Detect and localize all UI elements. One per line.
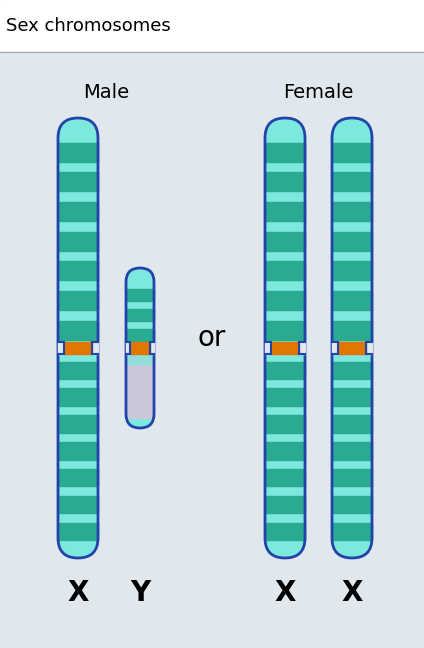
Bar: [58, 362, 98, 379]
Bar: [58, 202, 98, 221]
Bar: [130, 342, 150, 354]
FancyBboxPatch shape: [58, 118, 98, 558]
Text: Female: Female: [283, 82, 353, 102]
Bar: [126, 329, 154, 341]
Polygon shape: [92, 342, 98, 354]
Polygon shape: [150, 342, 154, 354]
Bar: [265, 261, 305, 281]
Bar: [126, 309, 154, 321]
Bar: [265, 415, 305, 433]
Bar: [332, 469, 372, 487]
Bar: [58, 321, 98, 340]
Bar: [126, 352, 154, 364]
Polygon shape: [58, 342, 64, 354]
Bar: [265, 442, 305, 459]
Bar: [332, 523, 372, 540]
Bar: [58, 415, 98, 433]
Bar: [265, 172, 305, 191]
Bar: [0, 0, 424, 52]
Polygon shape: [332, 342, 338, 354]
Bar: [332, 389, 372, 406]
Polygon shape: [299, 342, 305, 354]
Bar: [332, 321, 372, 340]
Bar: [126, 352, 154, 418]
Bar: [58, 261, 98, 281]
Bar: [332, 231, 372, 251]
Polygon shape: [366, 342, 372, 354]
Bar: [58, 523, 98, 540]
Bar: [332, 362, 372, 379]
Bar: [64, 342, 92, 354]
Text: Sex chromosomes: Sex chromosomes: [6, 17, 171, 35]
Bar: [265, 469, 305, 487]
FancyBboxPatch shape: [332, 118, 372, 558]
Text: or: or: [198, 324, 226, 352]
Text: X: X: [67, 579, 89, 607]
Bar: [58, 442, 98, 459]
FancyBboxPatch shape: [126, 268, 154, 428]
Bar: [332, 261, 372, 281]
Bar: [338, 342, 366, 354]
Bar: [332, 415, 372, 433]
Bar: [265, 291, 305, 310]
Bar: [58, 172, 98, 191]
Bar: [58, 231, 98, 251]
Bar: [332, 496, 372, 513]
Bar: [58, 291, 98, 310]
Bar: [265, 389, 305, 406]
Bar: [58, 469, 98, 487]
Text: X: X: [341, 579, 363, 607]
Bar: [126, 289, 154, 301]
Bar: [58, 389, 98, 406]
Bar: [58, 496, 98, 513]
Bar: [332, 172, 372, 191]
Text: X: X: [274, 579, 296, 607]
Bar: [332, 291, 372, 310]
Polygon shape: [265, 342, 271, 354]
Bar: [265, 523, 305, 540]
Bar: [332, 442, 372, 459]
Bar: [265, 496, 305, 513]
Bar: [265, 362, 305, 379]
Text: Y: Y: [130, 579, 150, 607]
FancyBboxPatch shape: [265, 118, 305, 558]
Bar: [332, 143, 372, 162]
Bar: [58, 143, 98, 162]
Bar: [265, 231, 305, 251]
Bar: [265, 321, 305, 340]
Text: Male: Male: [83, 82, 129, 102]
Polygon shape: [126, 342, 130, 354]
Bar: [271, 342, 299, 354]
Bar: [332, 202, 372, 221]
Bar: [265, 202, 305, 221]
Bar: [265, 143, 305, 162]
